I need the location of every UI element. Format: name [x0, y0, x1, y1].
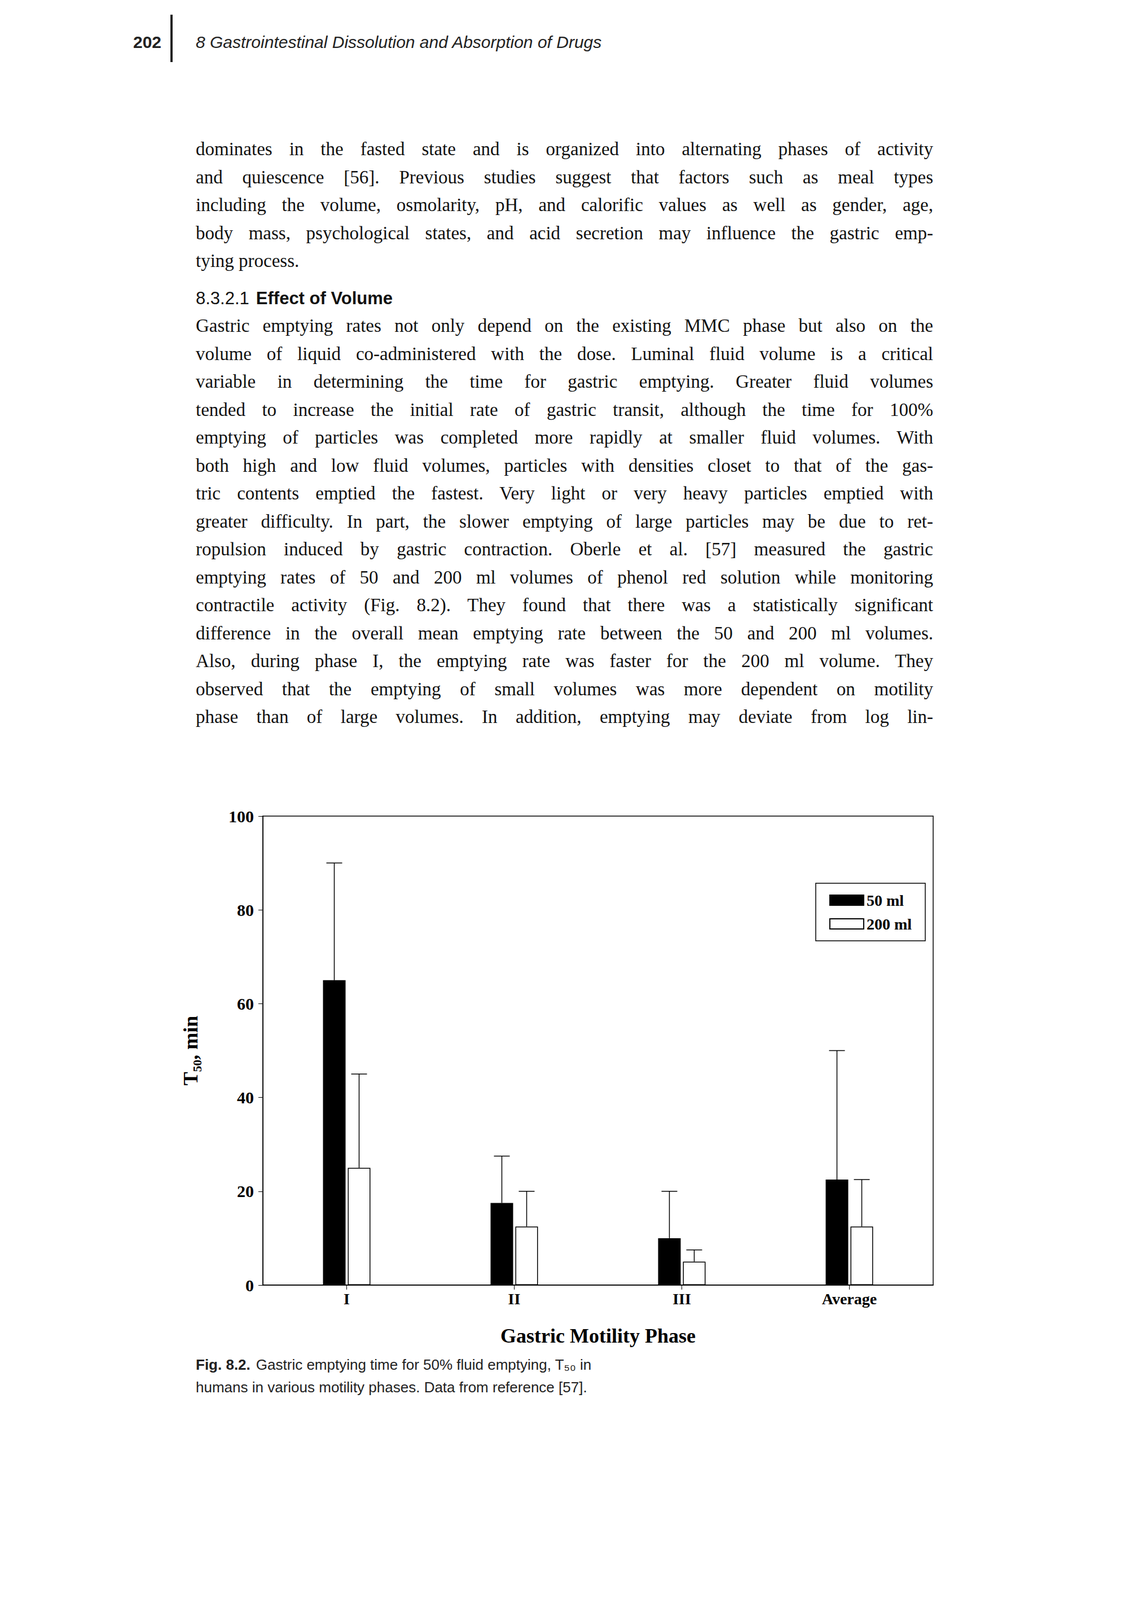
- html-text:body mass, psychological state: body mass, psychological states, and aci…: [195, 222, 934, 243]
- svg-text:III: III: [672, 1289, 692, 1308]
- html-text:difference in the overall mean: difference in the overall mean emptying …: [195, 622, 934, 643]
- html-text:Also, during phase I, the empt: Also, during phase I, the emptying rate …: [195, 650, 934, 671]
- html-text:8.3.2.1 Effect of Volume: 8.3.2.1 Effect of Volume: [195, 288, 393, 308]
- svg-text:Average: Average: [822, 1289, 877, 1308]
- html-text:volume of liquid co-administer: volume of liquid co-administered with th…: [195, 343, 934, 364]
- svg-text:0: 0: [245, 1275, 254, 1295]
- svg-text:50 ml: 50 ml: [866, 891, 904, 909]
- svg-text:20: 20: [236, 1181, 254, 1201]
- html-text:Fig. 8.2. Gastric emptying tim: Fig. 8.2. Gastric emptying time for 50% …: [195, 1355, 592, 1373]
- svg-text:40: 40: [236, 1087, 254, 1107]
- html-text:tying process.: tying process.: [195, 250, 300, 271]
- svg-text:80: 80: [236, 900, 254, 920]
- html-text:humans in various motility pha: humans in various motility phases. Data …: [195, 1378, 588, 1396]
- svg-text:200 ml: 200 ml: [866, 915, 912, 933]
- html-text:variable in determining the ti: variable in determining the time for gas…: [195, 371, 934, 392]
- svg-text:T₅₀, min: T₅₀, min: [179, 1015, 202, 1086]
- html-text:emptying of particles was comp: emptying of particles was completed more…: [195, 427, 934, 448]
- html-text:contractile activity (Fig. 8.2: contractile activity (Fig. 8.2). They fo…: [195, 594, 934, 615]
- html-text:phase than of large volumes. I: phase than of large volumes. In addition…: [195, 706, 934, 727]
- html-text:tric contents emptied the fast: tric contents emptied the fastest. Very …: [195, 482, 934, 504]
- html-text:including the volume, osmolari: including the volume, osmolarity, pH, an…: [195, 194, 934, 215]
- html-text:ropulsion induced by gastric c: ropulsion induced by gastric contraction…: [195, 538, 934, 560]
- html-text:and quiescence [56]. Previous: and quiescence [56]. Previous studies su…: [195, 166, 934, 188]
- svg-text:100: 100: [228, 806, 254, 826]
- svg-text:II: II: [508, 1289, 521, 1308]
- html-text:both high and low fluid volume: both high and low fluid volumes, particl…: [195, 455, 934, 476]
- html-text:emptying rates of 50 and 200 m: emptying rates of 50 and 200 ml volumes …: [195, 566, 934, 588]
- svg-text:60: 60: [236, 994, 254, 1013]
- html-text:greater difficulty. In part, t: greater difficulty. In part, the slower …: [195, 510, 934, 532]
- html-text:8 Gastrointestinal Dissolution: 8 Gastrointestinal Dissolution and Absor…: [195, 32, 602, 52]
- html-text:202: 202: [133, 32, 162, 52]
- html-text:dominates in the fasted state: dominates in the fasted state and is org…: [195, 138, 934, 160]
- html-text:Gastric emptying rates not onl: Gastric emptying rates not only depend o…: [195, 315, 934, 336]
- html-text:observed that the emptying of: observed that the emptying of small volu…: [195, 678, 934, 699]
- html-text:tended to increase the initial: tended to increase the initial rate of g…: [195, 399, 934, 420]
- svg-text:I: I: [343, 1289, 350, 1308]
- svg-text:Gastric Motility Phase: Gastric Motility Phase: [500, 1324, 696, 1347]
